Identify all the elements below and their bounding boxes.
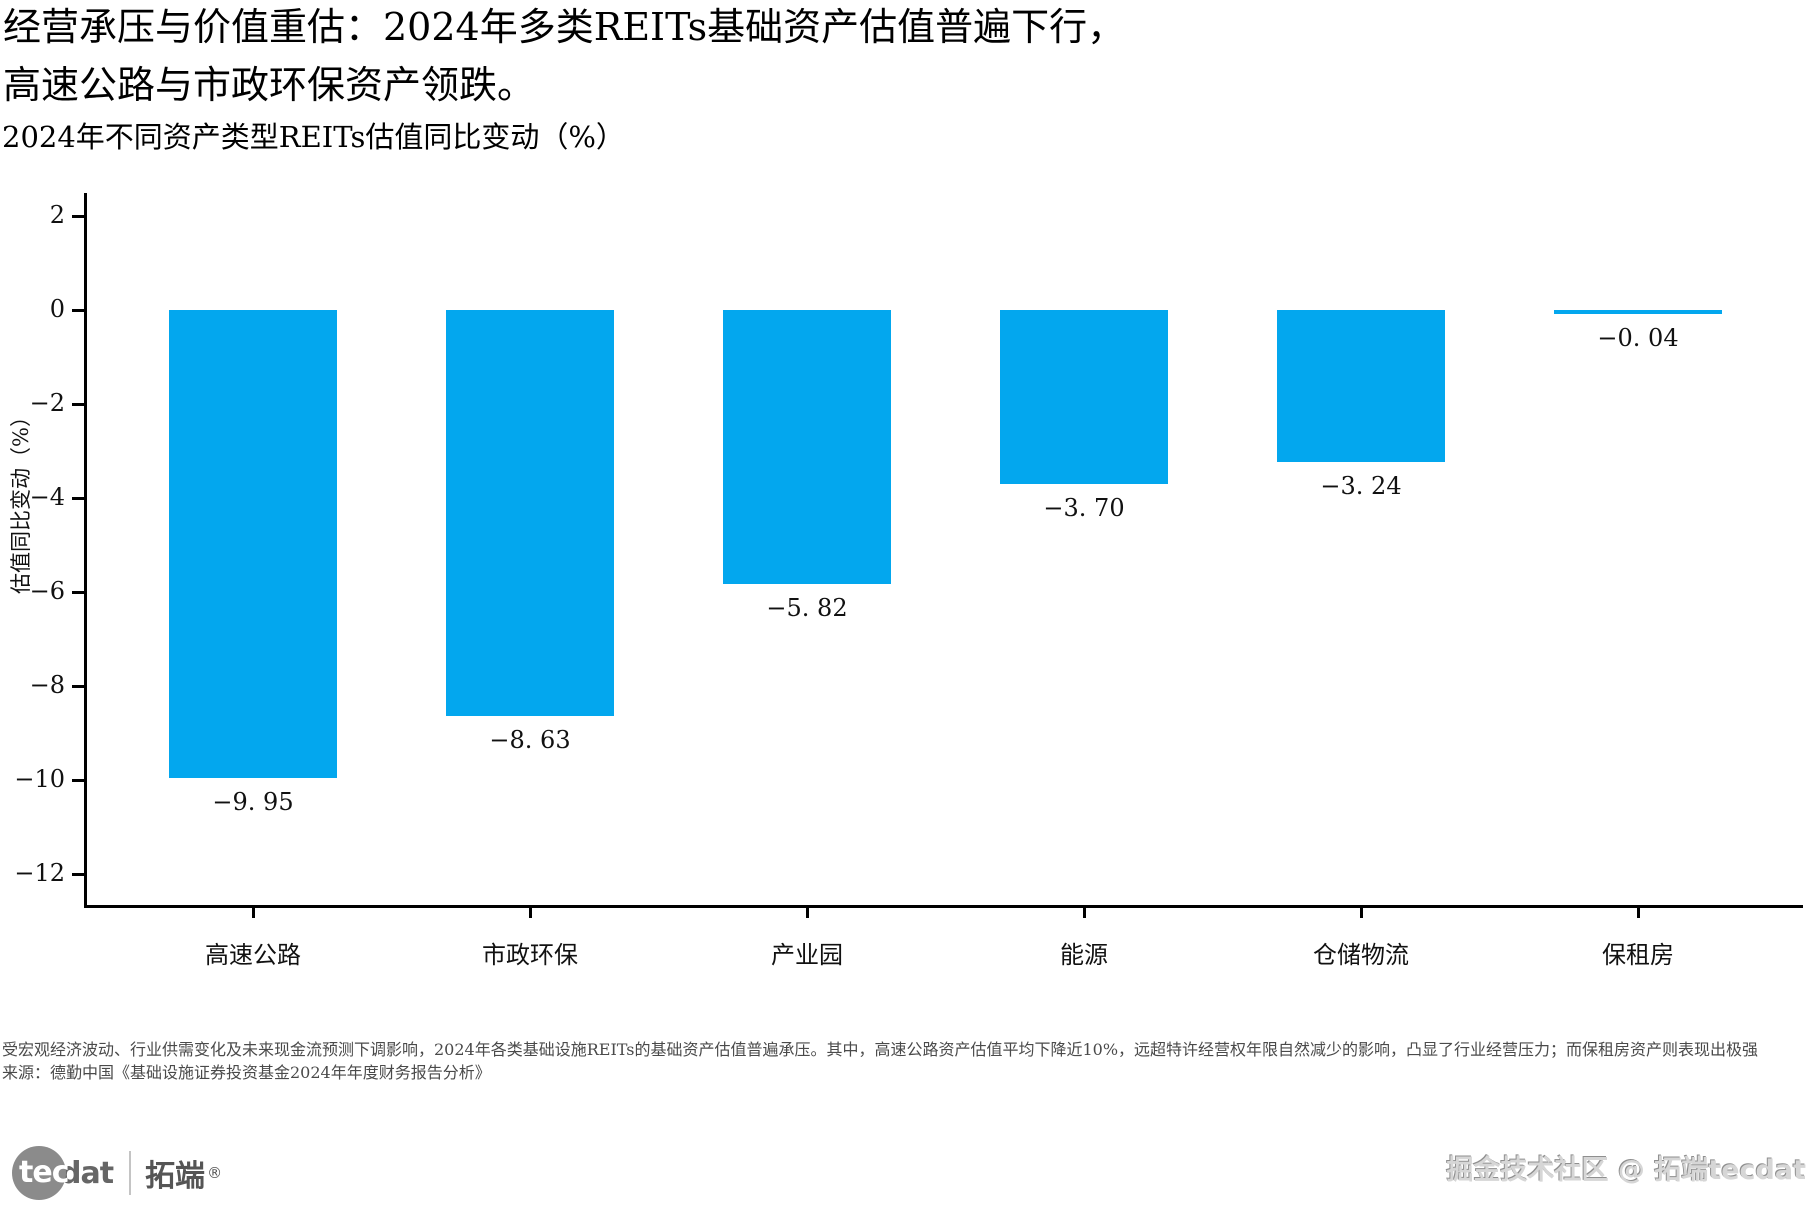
x-category-label: 仓储物流 <box>1313 941 1409 969</box>
y-tick-label: −6 <box>29 577 65 605</box>
y-tick-label: −10 <box>14 765 65 793</box>
logo-text-tec: tec <box>19 1155 69 1190</box>
bar <box>1277 310 1445 463</box>
y-tick <box>72 591 84 594</box>
watermark: 掘金技术社区 @ 拓端tecdat <box>1446 1155 1806 1186</box>
bar-value-label: −8. 63 <box>489 725 571 754</box>
y-tick <box>72 685 84 688</box>
y-tick <box>72 779 84 782</box>
y-tick <box>72 497 84 500</box>
logo-divider <box>129 1151 132 1195</box>
y-tick-label: 2 <box>49 201 65 229</box>
bar <box>1000 310 1168 484</box>
registered-mark-icon: ® <box>207 1164 223 1182</box>
bar <box>446 310 614 716</box>
y-tick <box>72 403 84 406</box>
y-tick <box>72 309 84 312</box>
logo-text-cn: 拓端 <box>145 1159 206 1194</box>
x-tick <box>1083 908 1086 918</box>
tecdat-logo: tec dat 拓端 ® <box>12 1146 222 1200</box>
footer-source: 来源：德勤中国《基础设施证券投资基金2024年年度财务报告分析》 <box>2 1063 491 1082</box>
y-tick-label: −2 <box>29 389 65 417</box>
x-category-label: 能源 <box>1060 941 1108 969</box>
y-tick-label: −12 <box>14 859 65 887</box>
y-tick-label: −4 <box>29 483 65 511</box>
y-tick-label: −8 <box>29 671 65 699</box>
x-tick <box>806 908 809 918</box>
bar-value-label: −3. 70 <box>1043 493 1125 522</box>
x-category-label: 产业园 <box>771 941 843 969</box>
bar-value-label: −3. 24 <box>1320 472 1402 501</box>
x-category-label: 高速公路 <box>205 941 301 969</box>
bar <box>169 310 337 778</box>
chart-subtitle: 2024年不同资产类型REITs估值同比变动（%） <box>2 120 625 154</box>
bar-value-label: −9. 95 <box>212 787 294 816</box>
x-tick <box>252 908 255 918</box>
bar-value-label: −0. 04 <box>1597 324 1679 352</box>
x-category-label: 保租房 <box>1602 941 1674 969</box>
bar <box>1554 310 1722 314</box>
logo-text-dat: dat <box>60 1155 114 1191</box>
x-axis-spine <box>84 905 1803 908</box>
y-tick-label: 0 <box>49 295 65 323</box>
page-title-line2: 高速公路与市政环保资产领跌。 <box>3 63 536 107</box>
bar <box>723 310 891 584</box>
bar-value-label: −5. 82 <box>766 593 848 622</box>
y-axis-spine <box>84 193 87 908</box>
logo-circle-icon: tec <box>12 1146 69 1200</box>
x-tick <box>1360 908 1363 918</box>
y-tick <box>72 215 84 218</box>
page-title-line1: 经营承压与价值重估：2024年多类REITs基础资产估值普遍下行， <box>3 5 1126 49</box>
x-category-label: 市政环保 <box>482 941 578 969</box>
y-tick <box>72 873 84 876</box>
x-tick <box>529 908 532 918</box>
x-tick <box>1637 908 1640 918</box>
footer-note: 受宏观经济波动、行业供需变化及未来现金流预测下调影响，2024年各类基础设施RE… <box>2 1040 1759 1059</box>
